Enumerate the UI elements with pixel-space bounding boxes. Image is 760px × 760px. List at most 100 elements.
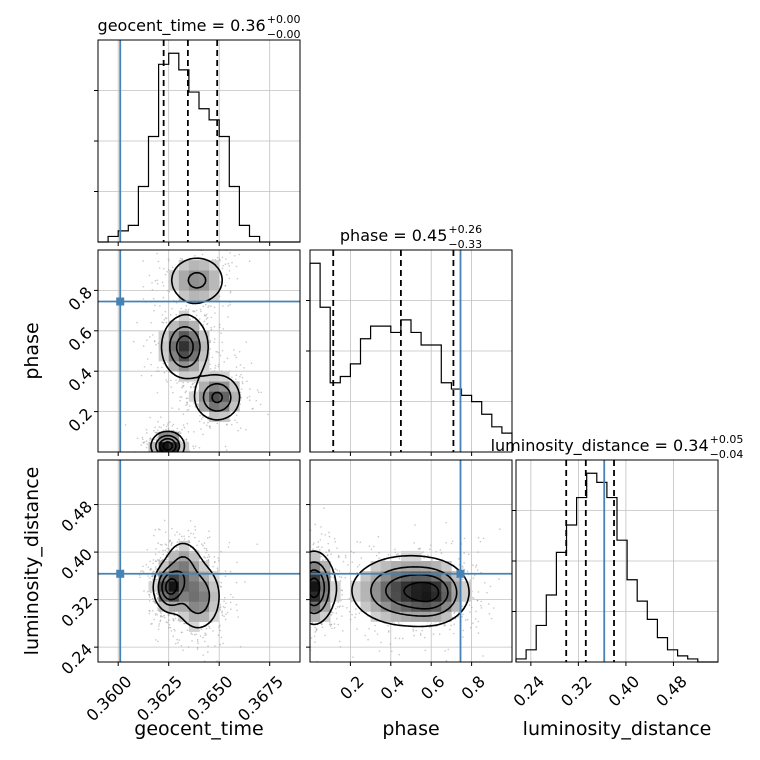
density-cell <box>178 320 190 332</box>
scatter-point <box>163 267 165 270</box>
density-cell <box>400 591 412 602</box>
scatter-point <box>162 454 164 456</box>
scatter-point <box>229 601 232 604</box>
scatter-point <box>301 551 303 553</box>
scatter-point <box>292 582 294 584</box>
scatter-point <box>149 336 151 338</box>
scatter-point <box>337 601 340 603</box>
scatter-point <box>193 675 195 677</box>
scatter-point <box>397 553 399 555</box>
scatter-point <box>162 362 165 365</box>
scatter-point <box>328 531 330 534</box>
scatter-point <box>176 382 178 384</box>
scatter-point <box>229 290 232 293</box>
scatter-point <box>150 351 152 354</box>
scatter-point <box>315 628 318 631</box>
scatter-point <box>204 632 206 634</box>
scatter-point <box>356 540 358 543</box>
scatter-point <box>154 279 157 282</box>
scatter-point <box>307 587 309 589</box>
density-cell <box>229 391 240 402</box>
scatter-point <box>290 574 292 576</box>
scatter-point <box>305 619 307 621</box>
scatter-point <box>314 631 317 633</box>
scatter-point <box>317 541 320 543</box>
scatter-point <box>166 270 168 273</box>
scatter-point <box>220 332 222 334</box>
scatter-point <box>154 528 157 531</box>
scatter-point <box>324 558 327 561</box>
frame-layer <box>94 39 719 666</box>
scatter-point <box>225 613 227 616</box>
scatter-point <box>352 551 355 554</box>
scatter-point <box>362 664 364 666</box>
scatter-point <box>295 593 297 595</box>
scatter-point <box>246 396 249 399</box>
scatter-point <box>157 260 160 263</box>
scatter-point <box>154 553 157 555</box>
scatter-point <box>337 556 340 558</box>
scatter-point <box>150 456 152 458</box>
scatter-point <box>229 411 231 414</box>
scatter-point <box>289 590 291 592</box>
scatter-point <box>167 289 169 292</box>
density-cell <box>178 340 190 352</box>
density-cell <box>209 601 220 612</box>
scatter-point <box>277 594 279 596</box>
scatter-point <box>166 558 168 561</box>
scatter-point <box>344 554 347 557</box>
scatter-point <box>180 457 182 459</box>
scatter-point <box>143 365 146 368</box>
scatter-point <box>314 626 316 629</box>
scatter-point <box>338 606 341 608</box>
scatter-point <box>239 645 242 648</box>
scatter-point <box>375 554 378 557</box>
scatter-point <box>328 548 330 551</box>
scatter-point <box>223 600 225 603</box>
scatter-point <box>159 620 161 623</box>
scatter-point <box>159 455 161 457</box>
scatter-point <box>193 310 195 312</box>
density-cell <box>219 391 230 402</box>
scatter-point <box>307 561 309 563</box>
scatter-point <box>307 582 309 584</box>
density-cell <box>421 581 432 592</box>
scatter-point <box>161 615 164 618</box>
density-cell <box>148 441 159 452</box>
density-cell <box>158 561 169 572</box>
scatter-point <box>173 455 175 457</box>
scatter-point <box>214 364 217 367</box>
scatter-point <box>229 419 231 422</box>
scatter-point <box>295 623 297 625</box>
scatter-point <box>307 581 309 583</box>
scatter-point <box>207 651 209 653</box>
scatter-point <box>203 320 206 323</box>
scatter-point <box>226 611 229 614</box>
density-cell <box>360 581 371 592</box>
scatter-point <box>475 626 478 628</box>
scatter-point <box>159 528 161 531</box>
scatter-point <box>236 421 238 424</box>
scatter-point <box>235 378 237 380</box>
scatter-point <box>138 456 140 458</box>
scatter-point <box>146 548 149 551</box>
scatter-point <box>205 633 207 636</box>
scatter-point <box>328 535 331 538</box>
scatter-point <box>218 352 220 354</box>
scatter-point <box>186 397 189 399</box>
scatter-point <box>359 541 362 544</box>
scatter-point <box>267 413 269 416</box>
scatter-point <box>178 408 180 410</box>
scatter-point <box>321 546 323 549</box>
scatter-point <box>158 456 160 458</box>
density-cell <box>390 591 402 602</box>
scatter-point <box>421 629 424 632</box>
scatter-point <box>221 349 224 352</box>
scatter-point <box>358 564 361 566</box>
scatter-point <box>427 554 429 556</box>
scatter-point <box>352 656 354 658</box>
scatter-point <box>153 309 155 312</box>
density-cell <box>320 591 331 602</box>
density-cell <box>168 351 180 362</box>
scatter-point <box>234 354 236 357</box>
